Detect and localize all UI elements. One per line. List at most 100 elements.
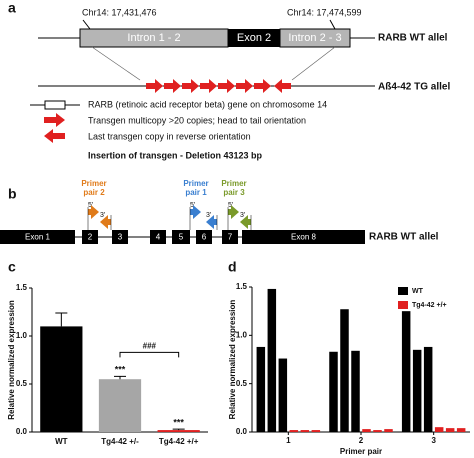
intron-box — [279, 28, 351, 48]
bar — [256, 346, 266, 432]
exon-label: Exon 8 — [291, 233, 316, 242]
exons: Exon 1 2 3 4 5 6 7 Exon 8 — [0, 230, 365, 244]
primer-label: Primer — [183, 179, 208, 188]
exon — [112, 230, 128, 244]
allele-label: Aß4-42 TG allel — [378, 82, 450, 93]
y-tick-label: 0.0 — [16, 427, 28, 436]
connector — [91, 46, 141, 81]
arrow — [146, 79, 163, 93]
y-tick-label: 1.0 — [236, 330, 248, 339]
x-tick-label: Tg4-42 +/+ — [159, 437, 199, 446]
primer-end: 5' — [190, 202, 195, 209]
legend-box — [44, 100, 66, 110]
x-axis-label: Primer pair — [340, 447, 382, 456]
legend-arrow — [44, 129, 65, 143]
exon — [150, 230, 166, 244]
legend-swatch — [398, 287, 408, 295]
x-tick-label: Tg4-42 +/- — [101, 437, 139, 446]
primer-label: pair 2 — [83, 188, 105, 197]
exon — [0, 230, 75, 244]
pointer — [82, 19, 91, 30]
exon-label: 6 — [202, 233, 207, 242]
intron-label: Intron 2 - 3 — [288, 32, 341, 44]
panel-label: b — [8, 186, 17, 202]
pointer — [329, 19, 336, 30]
arrow — [190, 205, 201, 219]
primer-end: 5' — [228, 202, 233, 209]
error-bar — [172, 428, 185, 431]
exon-label: 3 — [118, 233, 123, 242]
bar — [40, 326, 83, 432]
intron-label: Intron 1 - 2 — [127, 32, 180, 44]
error-bar — [55, 312, 68, 327]
bar — [445, 428, 455, 432]
bar — [456, 428, 466, 432]
arrow — [182, 79, 199, 93]
arrow — [240, 215, 251, 229]
legend-label: Tg4-42 +/+ — [412, 302, 447, 309]
primer-label: Primer — [81, 179, 106, 188]
arrow — [164, 79, 181, 93]
x-tick-label: 2 — [359, 436, 364, 445]
primer-end: 3' — [206, 212, 211, 219]
coordinate: Chr14: 17,431,476 — [82, 7, 157, 17]
y-axis-label: Relative normalized expression — [228, 300, 237, 420]
arrow — [200, 79, 217, 93]
x-tick-label: 1 — [286, 436, 291, 445]
legend-label: WT — [412, 288, 424, 295]
bar — [351, 350, 360, 432]
arrow — [100, 215, 111, 229]
arrow — [236, 79, 253, 93]
arrow — [274, 79, 291, 93]
bar — [373, 430, 382, 432]
panel-label: c — [8, 259, 16, 275]
arrow — [228, 205, 239, 219]
annotation: *** — [173, 417, 184, 427]
exon-box — [228, 29, 280, 47]
primer-end: 3' — [240, 212, 245, 219]
bar — [362, 429, 371, 432]
panel-label: d — [228, 259, 237, 275]
exon — [82, 230, 98, 244]
y-tick-label: 1.5 — [16, 283, 28, 292]
arrow — [206, 215, 217, 229]
exon-label: 5 — [179, 233, 184, 242]
error-bar — [114, 375, 126, 380]
arrow — [218, 79, 235, 93]
bar — [157, 430, 200, 432]
exon — [172, 230, 190, 244]
primer-end: 3' — [100, 212, 105, 219]
exon — [222, 230, 238, 244]
y-tick-label: 1.0 — [16, 331, 28, 340]
bar — [278, 358, 288, 432]
arrow — [254, 79, 271, 93]
legend-text: Last transgen copy in reverse orientatio… — [88, 131, 251, 141]
exon-label: 4 — [156, 233, 161, 242]
insertion-note: Insertion of transgen - Deletion 43123 b… — [88, 150, 263, 160]
legend-text: RARB (retinoic acid receptor beta) gene … — [88, 99, 327, 109]
bar — [401, 311, 411, 432]
exon — [242, 230, 365, 244]
annotation: ### — [143, 341, 157, 350]
y-tick-label: 0.5 — [16, 379, 28, 388]
panel-label: a — [8, 0, 16, 16]
bar — [267, 288, 277, 432]
legend-swatch — [398, 301, 408, 309]
primer-end: 5' — [88, 202, 93, 209]
bar — [98, 379, 142, 432]
bar — [311, 430, 321, 432]
bar — [384, 429, 393, 432]
coordinate: Chr14: 17,474,599 — [287, 7, 362, 17]
bar — [340, 309, 349, 432]
bar — [412, 349, 422, 432]
x-tick-label: WT — [55, 437, 68, 446]
y-tick-label: 0.0 — [236, 427, 248, 436]
y-tick-label: 0.5 — [236, 379, 248, 388]
legend-text: Transgen multicopy >20 copies; head to t… — [88, 115, 306, 125]
bar — [289, 430, 299, 432]
exon-label: Exon 2 — [237, 32, 271, 44]
bar — [423, 346, 433, 432]
arrow — [88, 205, 99, 219]
exon-label: 2 — [88, 233, 93, 242]
